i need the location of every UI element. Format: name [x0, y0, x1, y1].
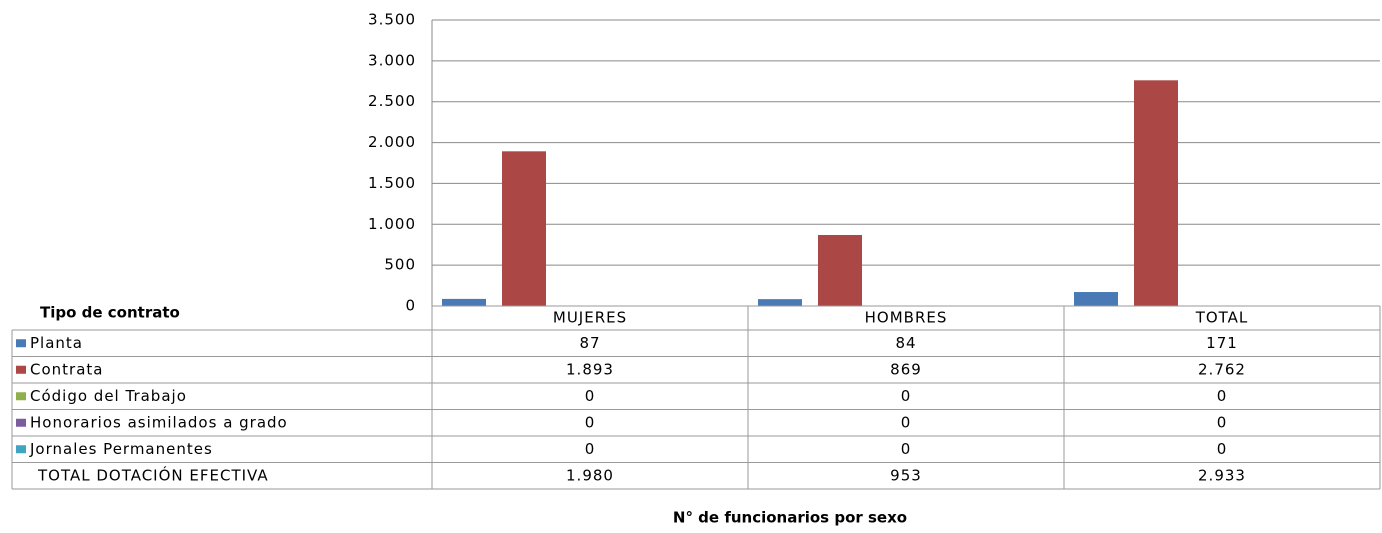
total-label: TOTAL DOTACIÓN EFECTIVA: [37, 465, 269, 484]
x-tick-label: HOMBRES: [865, 309, 948, 327]
table-value: 1.893: [566, 360, 614, 378]
table-value: 2.933: [1198, 466, 1246, 484]
table-value: 0: [1217, 440, 1228, 458]
table-value: 0: [1217, 413, 1228, 431]
legend-label: Planta: [30, 334, 83, 352]
legend-swatch: [16, 392, 26, 401]
table-value: 0: [585, 440, 596, 458]
y-tick-label: 0: [405, 297, 416, 315]
table-value: 84: [895, 334, 916, 352]
table-value: 0: [901, 440, 912, 458]
table-value: 0: [1217, 387, 1228, 405]
bar: [818, 234, 862, 306]
table-value: 2.762: [1198, 360, 1246, 378]
x-axis-title: N° de funcionarios por sexo: [673, 509, 907, 527]
table-value: 0: [585, 413, 596, 431]
bar: [442, 298, 486, 306]
table-title: Tipo de contrato: [40, 304, 180, 322]
y-tick-label: 1.000: [368, 215, 416, 233]
table-value: 87: [579, 334, 600, 352]
legend-swatch: [16, 339, 26, 348]
table-value: 171: [1206, 334, 1238, 352]
table-value: 0: [585, 387, 596, 405]
legend-swatch: [16, 445, 26, 454]
y-tick-label: 1.500: [368, 174, 416, 192]
legend-label: Jornales Permanentes: [29, 440, 213, 458]
y-tick-label: 3.500: [368, 11, 416, 29]
bar: [1134, 80, 1178, 306]
x-tick-label: MUJERES: [553, 309, 627, 327]
legend-label: Código del Trabajo: [30, 387, 187, 405]
legend-swatch: [16, 418, 26, 427]
table-value: 1.980: [566, 466, 614, 484]
table-value: 0: [901, 413, 912, 431]
legend-label: Contrata: [30, 360, 103, 378]
y-tick-label: 2.000: [368, 133, 416, 151]
table-value: 0: [901, 387, 912, 405]
table-value: 953: [890, 466, 922, 484]
y-tick-label: 2.500: [368, 92, 416, 110]
bar: [502, 151, 546, 306]
table-value: 869: [890, 360, 922, 378]
bar: [758, 299, 802, 306]
bar: [1074, 292, 1118, 306]
x-tick-label: TOTAL: [1195, 309, 1249, 327]
y-tick-label: 3.000: [368, 51, 416, 69]
legend-label: Honorarios asimilados a grado: [30, 413, 288, 431]
legend-swatch: [16, 365, 26, 374]
y-tick-label: 500: [384, 256, 416, 274]
